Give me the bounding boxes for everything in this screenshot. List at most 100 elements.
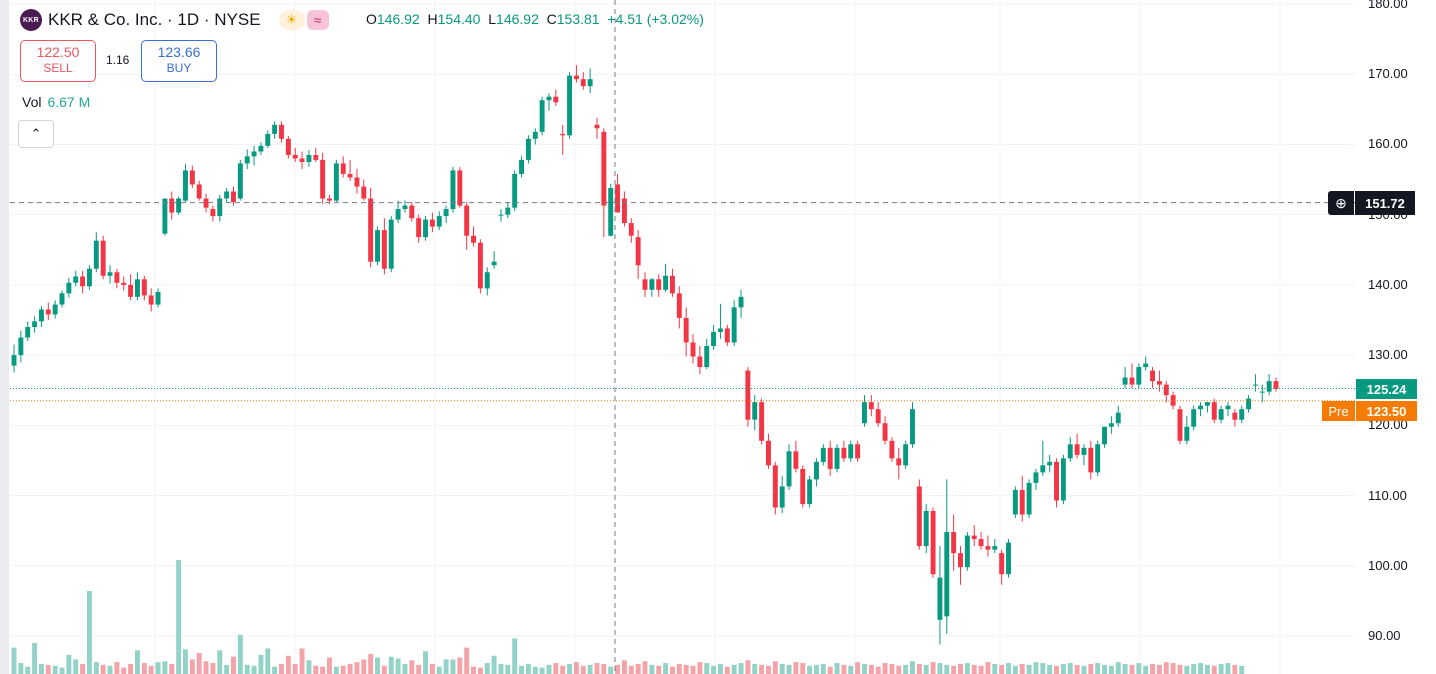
candle-body [717, 328, 723, 332]
candle-body [923, 511, 929, 547]
buy-button[interactable]: 123.66 BUY [141, 40, 217, 82]
volume-bar [11, 647, 17, 674]
candle-body [1177, 409, 1183, 441]
candle-body [1074, 444, 1080, 455]
y-tick-label: 140.00 [1368, 276, 1408, 292]
volume-bar [182, 649, 188, 674]
candle-body [25, 327, 31, 338]
candle-body [1136, 367, 1142, 385]
candle-body [937, 577, 943, 620]
candle-body [155, 291, 161, 305]
candle-body [128, 284, 134, 297]
candle-body [745, 370, 751, 420]
volume-bar [292, 663, 298, 674]
candle-body [1163, 384, 1169, 396]
volume-bar [169, 663, 175, 674]
volume-bar [38, 663, 44, 674]
open-value: 146.92 [376, 11, 420, 27]
plus-circle-icon[interactable]: ⊕ [1328, 191, 1354, 215]
volume-bar [862, 663, 867, 674]
candle-body [834, 447, 840, 469]
volume-bar [210, 663, 216, 674]
high-value: 154.40 [437, 11, 481, 27]
volume-bar [519, 665, 525, 674]
candle-body [1060, 458, 1066, 501]
volume-bar [820, 663, 826, 674]
candle-body [395, 209, 401, 220]
candle-body [32, 321, 38, 328]
candle-body [800, 468, 806, 504]
candle-body [148, 295, 154, 305]
candle-body [1266, 381, 1272, 392]
volume-bar [560, 665, 566, 674]
volume-bar [189, 659, 195, 674]
crosshair-price: 151.72 [1355, 191, 1415, 215]
candle-body [704, 345, 710, 368]
volume-bar [450, 659, 456, 674]
candle-body [841, 447, 847, 459]
candle-body [477, 242, 483, 289]
volume-bar [724, 666, 730, 674]
volume-bar [100, 664, 106, 674]
candle-body [279, 124, 284, 139]
candle-body [134, 279, 140, 297]
candle-body [910, 409, 915, 445]
candle-body [1143, 363, 1149, 368]
candle-body [786, 451, 792, 487]
candle-body [1019, 489, 1025, 515]
volume-bar [1191, 663, 1197, 674]
candle-body [1239, 409, 1245, 420]
candle-body [971, 535, 977, 540]
volume-bar [539, 667, 545, 674]
volume-bar [752, 663, 758, 674]
candle-body [491, 261, 497, 266]
volume-bar [231, 656, 236, 674]
volume-bar [203, 661, 209, 674]
volume-bar [306, 660, 312, 674]
volume-bar [347, 663, 353, 674]
volume-bar [134, 650, 140, 674]
volume-bar [717, 663, 723, 674]
candle-body [765, 440, 771, 466]
volume-bar [66, 654, 72, 674]
candle-body [340, 163, 346, 174]
candle-body [429, 219, 435, 227]
volume-bar [443, 659, 449, 674]
volume-bar [1074, 664, 1080, 674]
candle-body [299, 158, 305, 162]
volume-bar [1163, 662, 1169, 674]
candle-body [361, 186, 367, 199]
volume-bar [1239, 665, 1245, 674]
candle-body [1047, 461, 1053, 466]
volume-bar [663, 663, 669, 674]
volume-bar [1232, 664, 1238, 674]
volume-bar [738, 663, 744, 674]
sun-icon[interactable]: ☀ [278, 10, 305, 30]
volume-bar [114, 662, 120, 674]
candle-body [272, 124, 278, 134]
volume-bar [889, 663, 895, 674]
volume-bar [141, 663, 147, 674]
y-tick-label: 160.00 [1368, 136, 1408, 152]
volume-bar [1060, 663, 1066, 674]
candle-body [1150, 370, 1156, 382]
volume-bar [224, 664, 230, 674]
candle-body [141, 279, 147, 296]
candle-body [443, 209, 449, 217]
candle-body [1198, 405, 1204, 410]
volume-bar [107, 665, 113, 674]
sell-button[interactable]: 122.50 SELL [20, 40, 96, 82]
candle-body [889, 440, 895, 459]
collapse-button[interactable]: ⌃ [18, 120, 54, 148]
approx-icon[interactable]: ≈ [306, 10, 329, 30]
candle-body [237, 163, 243, 199]
candle-body [1040, 465, 1046, 473]
volume-bar [1204, 664, 1210, 674]
volume-bar [320, 666, 326, 674]
volume-bar [999, 664, 1005, 674]
volume-bar [327, 657, 332, 674]
symbol-title[interactable]: KKR & Co. Inc. · 1D · NYSE [48, 10, 261, 29]
y-tick-label: 100.00 [1368, 557, 1408, 573]
